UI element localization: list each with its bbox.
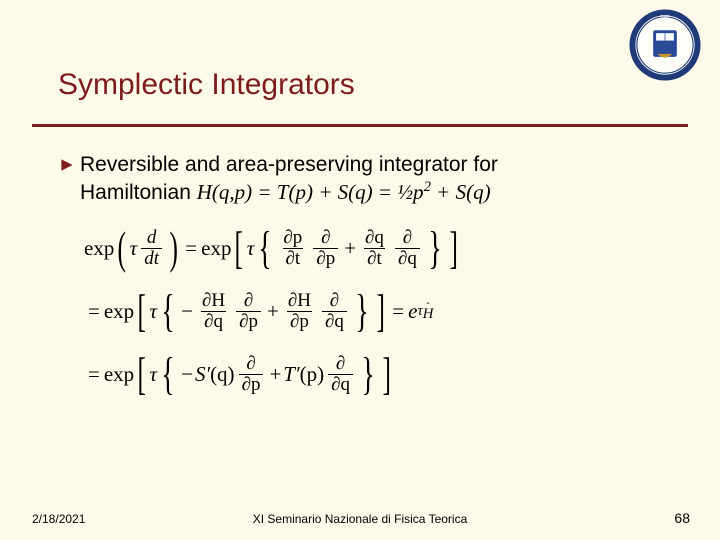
ddp-fraction: ∂ ∂p <box>239 354 264 395</box>
bullet-item: Reversible and area-preserving integrato… <box>60 152 640 207</box>
hamiltonian-expr: H(q,p) = T(p) + S(q) = ½p <box>197 180 424 204</box>
ddt-fraction: d dt <box>141 228 162 269</box>
S-prime: S′ <box>195 362 210 387</box>
e-symbol: e <box>408 299 417 324</box>
triangle-bullet-icon <box>60 158 74 172</box>
equals-sign: = <box>88 299 100 324</box>
plus-sign: + <box>269 362 281 387</box>
equation-1: exp ( τ d dt ) = exp [ τ { ∂p ∂t ∂ ∂p + … <box>84 228 644 269</box>
ddq-fraction: ∂ ∂q <box>395 228 420 269</box>
tau-symbol: τ <box>150 299 158 324</box>
minus-sign: − <box>181 299 193 324</box>
ddp-fraction: ∂ ∂p <box>236 291 261 332</box>
exp-label: exp <box>104 299 134 324</box>
exp-label: exp <box>104 362 134 387</box>
plus-sign: + <box>344 236 356 261</box>
equation-3: = exp [ τ { − S′(q) ∂ ∂p + T′(p) ∂ ∂q } … <box>84 354 644 395</box>
bullet-line2-prefix: Hamiltonian <box>80 181 197 204</box>
bullet-text: Reversible and area-preserving integrato… <box>80 152 498 207</box>
dqdt-fraction: ∂q ∂t <box>362 228 387 269</box>
dHdq-fraction: ∂H ∂q <box>199 291 228 332</box>
slide-title: Symplectic Integrators <box>58 68 355 102</box>
title-underline <box>32 124 688 127</box>
tau-symbol: τ <box>130 236 138 261</box>
equals-sign: = <box>185 236 197 261</box>
svg-text:· THE ·: · THE · <box>657 14 673 20</box>
dHdp-fraction: ∂H ∂p <box>285 291 314 332</box>
ddq-fraction: ∂ ∂q <box>328 354 353 395</box>
hamiltonian-tail: + S(q) <box>431 180 491 204</box>
ddp-fraction: ∂ ∂p <box>313 228 338 269</box>
hamiltonian-sup: 2 <box>424 179 431 195</box>
tau-symbol: τ <box>247 236 255 261</box>
H-hat: ˆH <box>423 305 434 319</box>
tau-symbol: τ <box>150 362 158 387</box>
equations-block: exp ( τ d dt ) = exp [ τ { ∂p ∂t ∂ ∂p + … <box>84 228 644 417</box>
equals-sign: = <box>88 362 100 387</box>
minus-sign: − <box>181 362 193 387</box>
slide-number: 68 <box>674 510 690 526</box>
exp-label: exp <box>84 236 114 261</box>
ddq-fraction: ∂ ∂q <box>322 291 347 332</box>
university-crest-logo: · THE · <box>628 8 702 82</box>
plus-sign: + <box>267 299 279 324</box>
exp-label: exp <box>201 236 231 261</box>
footer-title: XI Seminario Nazionale di Fisica Teorica <box>0 512 720 526</box>
equals-sign: = <box>392 299 404 324</box>
equation-2: = exp [ τ { − ∂H ∂q ∂ ∂p + ∂H ∂p ∂ ∂q <box>84 291 644 332</box>
T-prime: T′ <box>283 362 299 387</box>
bullet-line1: Reversible and area-preserving integrato… <box>80 153 498 176</box>
slide: · THE · Symplectic Integrators Reversibl… <box>0 0 720 540</box>
dpdI-fraction: ∂p ∂t <box>280 228 305 269</box>
